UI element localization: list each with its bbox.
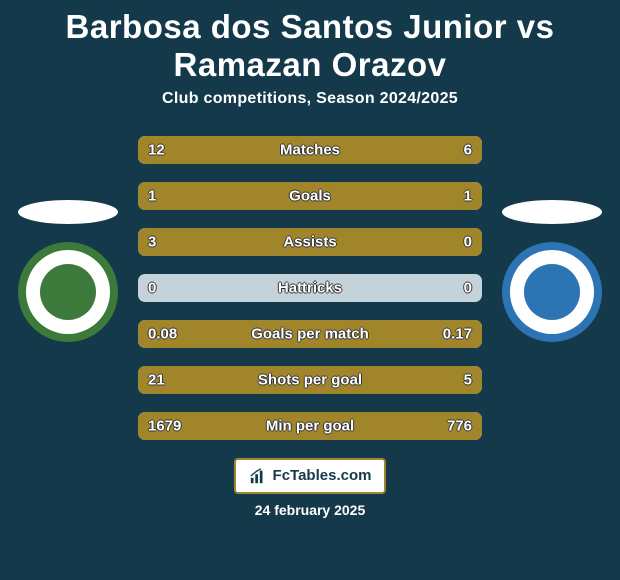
team-badge-right: 1917 (502, 242, 602, 342)
badge-center-left (40, 264, 96, 320)
brand-badge: FcTables.com (234, 458, 386, 494)
stat-row: 215Shots per goal (138, 366, 482, 394)
page-title: Barbosa dos Santos Junior vs Ramazan Ora… (0, 0, 620, 90)
team-crest-right: 1917 (502, 200, 602, 342)
content: 1896 1917 126Matches 11Goals 30Assists 00Ha… (0, 136, 620, 440)
stat-label: Hattricks (138, 279, 482, 296)
badge-year-right: 1917 (541, 321, 563, 332)
stat-row: 0.080.17Goals per match (138, 320, 482, 348)
stat-row: 126Matches (138, 136, 482, 164)
team-badge-left: 1896 (18, 242, 118, 342)
stat-label: Goals (138, 187, 482, 204)
stat-row: 11Goals (138, 182, 482, 210)
stat-label: Matches (138, 141, 482, 158)
team-ellipse-right (502, 200, 602, 224)
brand-name: FcTables.com (273, 467, 372, 484)
stat-row: 1679776Min per goal (138, 412, 482, 440)
brand-chart-icon (249, 467, 267, 485)
stat-label: Shots per goal (138, 371, 482, 388)
team-ellipse-left (18, 200, 118, 224)
badge-center-right (524, 264, 580, 320)
stat-label: Min per goal (138, 417, 482, 434)
badge-year-left: 1896 (57, 321, 79, 332)
comparison-card: Barbosa dos Santos Junior vs Ramazan Ora… (0, 0, 620, 580)
footer-date: 24 february 2025 (0, 502, 620, 518)
subtitle: Club competitions, Season 2024/2025 (0, 90, 620, 108)
stat-label: Assists (138, 233, 482, 250)
stat-row: 00Hattricks (138, 274, 482, 302)
stat-bars: 126Matches 11Goals 30Assists 00Hattricks 0.0… (138, 136, 482, 440)
stat-row: 30Assists (138, 228, 482, 256)
stat-label: Goals per match (138, 325, 482, 342)
team-crest-left: 1896 (18, 200, 118, 342)
